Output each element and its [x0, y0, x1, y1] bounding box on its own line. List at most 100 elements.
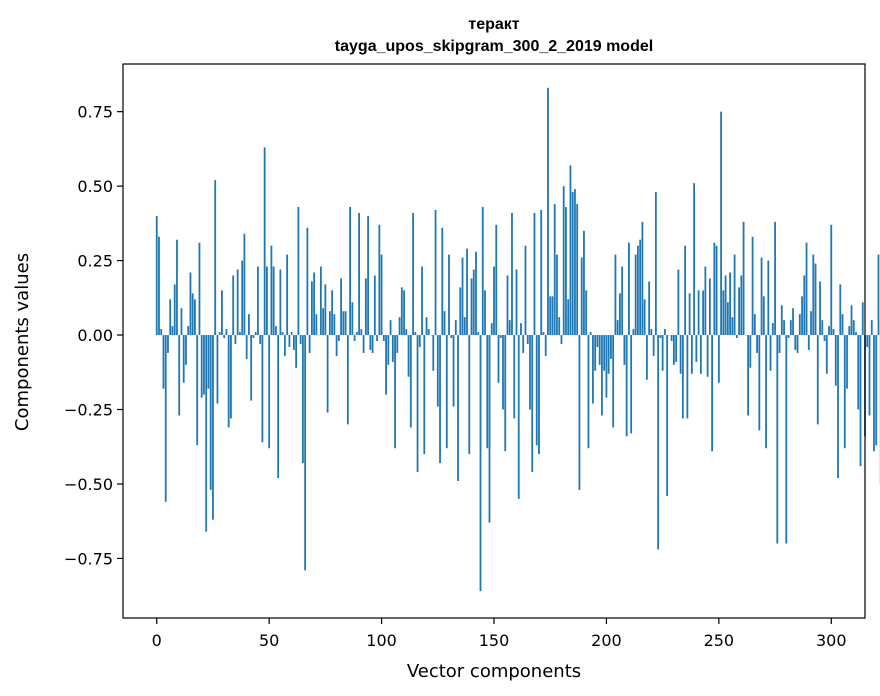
bar-245 [706, 335, 709, 377]
bar-7 [171, 326, 174, 336]
bar-288 [803, 275, 806, 336]
bar-246 [708, 278, 711, 336]
bar-308 [848, 326, 851, 336]
bar-56 [281, 332, 284, 336]
bar-31 [225, 329, 228, 336]
bar-231 [675, 335, 678, 362]
bar-55 [279, 269, 282, 336]
bar-52 [272, 266, 275, 336]
bar-83 [342, 311, 345, 336]
y-tick-label-2: −0.25 [64, 401, 113, 420]
bar-318 [870, 320, 873, 336]
bar-67 [306, 227, 309, 336]
bar-78 [331, 290, 334, 336]
bar-165 [526, 335, 529, 344]
bar-73 [319, 266, 322, 336]
bar-303 [837, 335, 839, 479]
bar-107 [396, 335, 399, 353]
bar-139 [468, 335, 471, 455]
y-axis-ticks: −0.75 −0.50 −0.25 0.00 0.25 0.50 0.75 [64, 103, 123, 568]
bar-300 [830, 224, 833, 336]
bar-84 [344, 311, 347, 336]
bar-5 [167, 335, 169, 353]
bar-279 [783, 320, 785, 336]
y-tick-label-4: 0.25 [77, 252, 113, 271]
bar-172 [542, 332, 545, 336]
bar-92 [362, 335, 365, 353]
bar-54 [277, 335, 280, 479]
bar-209 [625, 335, 628, 437]
bar-28 [218, 332, 221, 336]
bar-294 [816, 335, 819, 425]
bar-267 [756, 335, 758, 353]
bar-50 [268, 335, 271, 449]
bar-192 [587, 335, 590, 449]
bar-82 [340, 278, 342, 336]
bar-19 [198, 242, 201, 336]
x-tick-label-5: 250 [704, 631, 735, 650]
bar-14 [187, 326, 190, 336]
bar-16 [191, 293, 194, 336]
bar-235 [684, 245, 687, 336]
bar-117 [418, 335, 421, 347]
bar-66 [304, 335, 307, 571]
bar-268 [758, 335, 761, 431]
bar-226 [663, 329, 666, 336]
bar-80 [335, 335, 338, 356]
bar-317 [868, 335, 871, 416]
bar-176 [551, 296, 554, 336]
bar-6 [169, 299, 172, 336]
bar-85 [346, 335, 349, 425]
bar-74 [322, 308, 325, 336]
bar-298 [825, 335, 828, 374]
bar-71 [315, 314, 318, 336]
bar-145 [481, 206, 484, 336]
bar-138 [466, 248, 468, 336]
bar-307 [846, 335, 848, 389]
bar-118 [421, 266, 423, 336]
bar-272 [767, 260, 770, 336]
bar-35 [234, 335, 237, 344]
bar-257 [733, 254, 736, 336]
bar-22 [205, 335, 208, 532]
bar-233 [679, 335, 682, 374]
bar-183 [567, 299, 570, 336]
y-axis-label: Components values [12, 253, 33, 431]
bar-239 [693, 183, 696, 336]
bar-311 [855, 332, 857, 336]
bar-175 [549, 296, 552, 336]
bar-186 [574, 189, 576, 336]
bar-243 [702, 290, 705, 336]
bar-184 [569, 165, 572, 336]
bar-42 [250, 335, 253, 401]
bar-121 [427, 329, 430, 336]
bar-285 [796, 335, 799, 353]
bar-69 [310, 281, 313, 336]
bar-49 [266, 266, 268, 336]
bar-166 [529, 335, 531, 410]
bar-305 [841, 314, 844, 336]
bar-309 [850, 305, 853, 336]
bar-254 [726, 302, 729, 336]
bar-119 [423, 335, 426, 455]
bar-125 [436, 335, 439, 407]
bar-53 [275, 326, 277, 336]
bar-281 [787, 335, 790, 339]
bar-316 [866, 335, 869, 347]
bar-230 [672, 335, 675, 365]
bar-200 [605, 335, 608, 398]
bar-41 [248, 314, 250, 336]
bar-98 [376, 335, 378, 341]
bar-173 [544, 335, 547, 356]
bar-96 [371, 335, 374, 353]
bar-105 [391, 335, 394, 362]
x-axis-ticks: 0 50 100 150 200 250 300 [152, 618, 847, 650]
bar-293 [814, 263, 817, 336]
bar-181 [562, 186, 565, 336]
bar-191 [585, 290, 588, 336]
bar-63 [297, 206, 300, 336]
bar-253 [724, 275, 727, 336]
bar-321 [877, 254, 880, 336]
bar-301 [832, 329, 835, 336]
bar-29 [221, 290, 223, 336]
